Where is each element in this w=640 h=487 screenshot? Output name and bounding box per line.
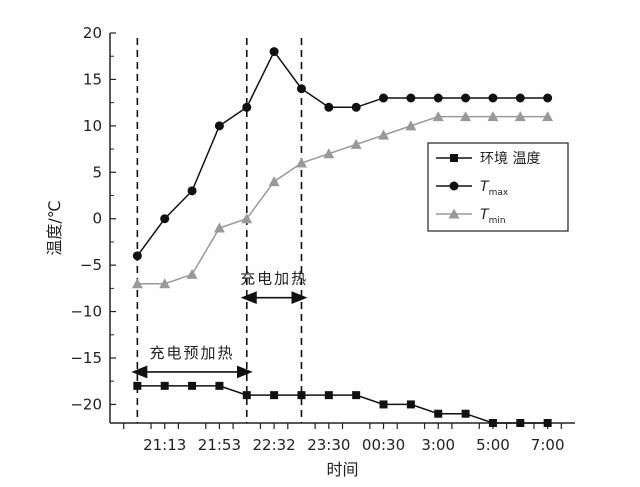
data-point-triangle: [323, 148, 335, 159]
data-point-triangle: [432, 111, 444, 122]
data-point-triangle: [460, 111, 472, 122]
series-2: [131, 111, 554, 289]
data-point-triangle: [268, 176, 280, 187]
data-point-square: [379, 400, 388, 409]
data-point-square: [450, 154, 458, 162]
data-point-triangle: [350, 138, 362, 149]
data-point-triangle: [448, 208, 460, 219]
x-tick-label: 00:30: [362, 436, 405, 454]
data-point-triangle: [186, 268, 198, 279]
data-point-triangle: [159, 278, 171, 289]
data-point-triangle: [378, 129, 390, 140]
x-tick-label: 23:30: [307, 436, 350, 454]
data-point-circle: [214, 121, 224, 131]
series-line: [137, 385, 548, 424]
data-point-square: [324, 391, 333, 400]
series-0: [133, 381, 552, 427]
y-tick-label: −5: [80, 256, 102, 274]
data-point-circle: [296, 84, 306, 94]
data-point-square: [215, 381, 224, 390]
data-point-square: [488, 419, 497, 427]
data-point-triangle: [542, 111, 554, 122]
data-point-square: [297, 391, 306, 400]
data-point-triangle: [514, 111, 526, 122]
series-1: [132, 47, 553, 261]
data-point-circle: [351, 102, 361, 112]
data-point-square: [352, 391, 361, 400]
data-point-triangle: [213, 222, 225, 233]
data-point-circle: [543, 93, 553, 103]
data-point-square: [461, 409, 470, 418]
data-point-circle: [242, 102, 252, 112]
y-axis-title: 温度/℃: [45, 200, 64, 255]
data-point-triangle: [487, 111, 499, 122]
data-point-square: [516, 419, 525, 427]
data-point-square: [188, 381, 197, 390]
legend-label-subscript: min: [489, 216, 506, 226]
data-point-circle: [379, 93, 389, 103]
y-tick-label: 15: [83, 70, 102, 88]
data-point-circle: [461, 93, 471, 103]
data-point-circle: [449, 181, 459, 191]
data-point-square: [133, 381, 142, 390]
data-point-square: [242, 391, 251, 400]
data-point-circle: [515, 93, 525, 103]
y-tick-label: −20: [70, 395, 102, 413]
legend-label: 环境 温度: [480, 151, 540, 167]
data-point-circle: [433, 93, 443, 103]
data-point-square: [270, 391, 279, 400]
data-point-triangle: [241, 213, 253, 224]
x-tick-label: 21:53: [198, 436, 241, 454]
y-tick-label: −15: [70, 349, 102, 367]
data-point-square: [406, 400, 415, 409]
y-tick-label: −10: [70, 303, 102, 321]
y-tick-label: 0: [92, 210, 102, 228]
x-tick-label: 3:00: [421, 436, 455, 454]
x-tick-label: 22:32: [253, 436, 296, 454]
data-point-circle: [406, 93, 416, 103]
y-tick-label: 10: [83, 117, 102, 135]
data-point-square: [160, 381, 169, 390]
x-axis-title: 时间: [326, 460, 358, 479]
legend-label-subscript: max: [489, 188, 509, 198]
data-point-square: [434, 409, 443, 418]
series-line: [136, 50, 548, 257]
data-point-circle: [132, 251, 142, 261]
x-tick-label: 5:00: [476, 436, 510, 454]
data-point-circle: [187, 186, 197, 196]
data-point-circle: [324, 102, 334, 112]
data-point-circle: [488, 93, 498, 103]
y-tick-label: 20: [83, 24, 102, 42]
x-tick-label: 21:13: [143, 436, 186, 454]
data-point-square: [543, 419, 552, 427]
annotation-label: 充电预加热: [150, 344, 235, 362]
data-point-triangle: [131, 278, 143, 289]
series-line: [137, 115, 548, 285]
y-tick-label: 5: [92, 163, 102, 181]
data-point-triangle: [405, 120, 417, 131]
data-point-circle: [160, 214, 170, 224]
x-tick-label: 7:00: [531, 436, 565, 454]
data-point-triangle: [295, 157, 307, 168]
annotation-label: 充电加热: [240, 270, 308, 288]
data-point-circle: [269, 47, 279, 57]
